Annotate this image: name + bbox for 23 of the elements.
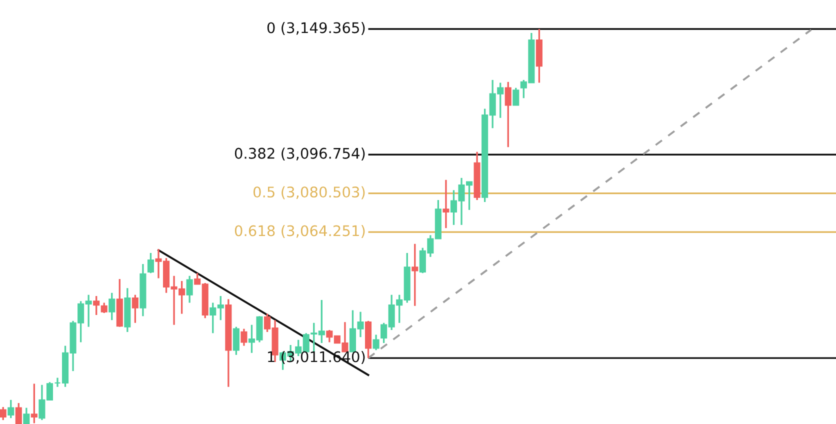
candlestick <box>93 295 100 316</box>
candlestick <box>108 292 116 321</box>
candlestick <box>8 399 14 419</box>
annotation: 0.5 (3,080.503) <box>253 186 365 200</box>
candlestick <box>232 326 240 356</box>
candlestick <box>442 179 450 229</box>
candlestick <box>15 402 22 424</box>
candlestick <box>372 334 380 351</box>
candlestick <box>23 406 30 424</box>
candlestick <box>54 376 61 388</box>
candlestick <box>512 87 520 106</box>
annotation: 0 (3,149.365) <box>267 22 365 35</box>
annotation: 0.618 (3,064.251) <box>234 224 365 238</box>
candlestick <box>0 406 6 421</box>
candlestick <box>504 81 512 148</box>
candlestick <box>412 243 418 307</box>
candlestick <box>186 275 193 304</box>
candlestick <box>30 382 38 424</box>
annotation: 0.382 (3,096.754) <box>234 148 365 161</box>
candlestick <box>132 294 138 324</box>
candlestick <box>100 302 108 314</box>
candlestick <box>240 328 248 347</box>
candlestick <box>147 252 154 274</box>
